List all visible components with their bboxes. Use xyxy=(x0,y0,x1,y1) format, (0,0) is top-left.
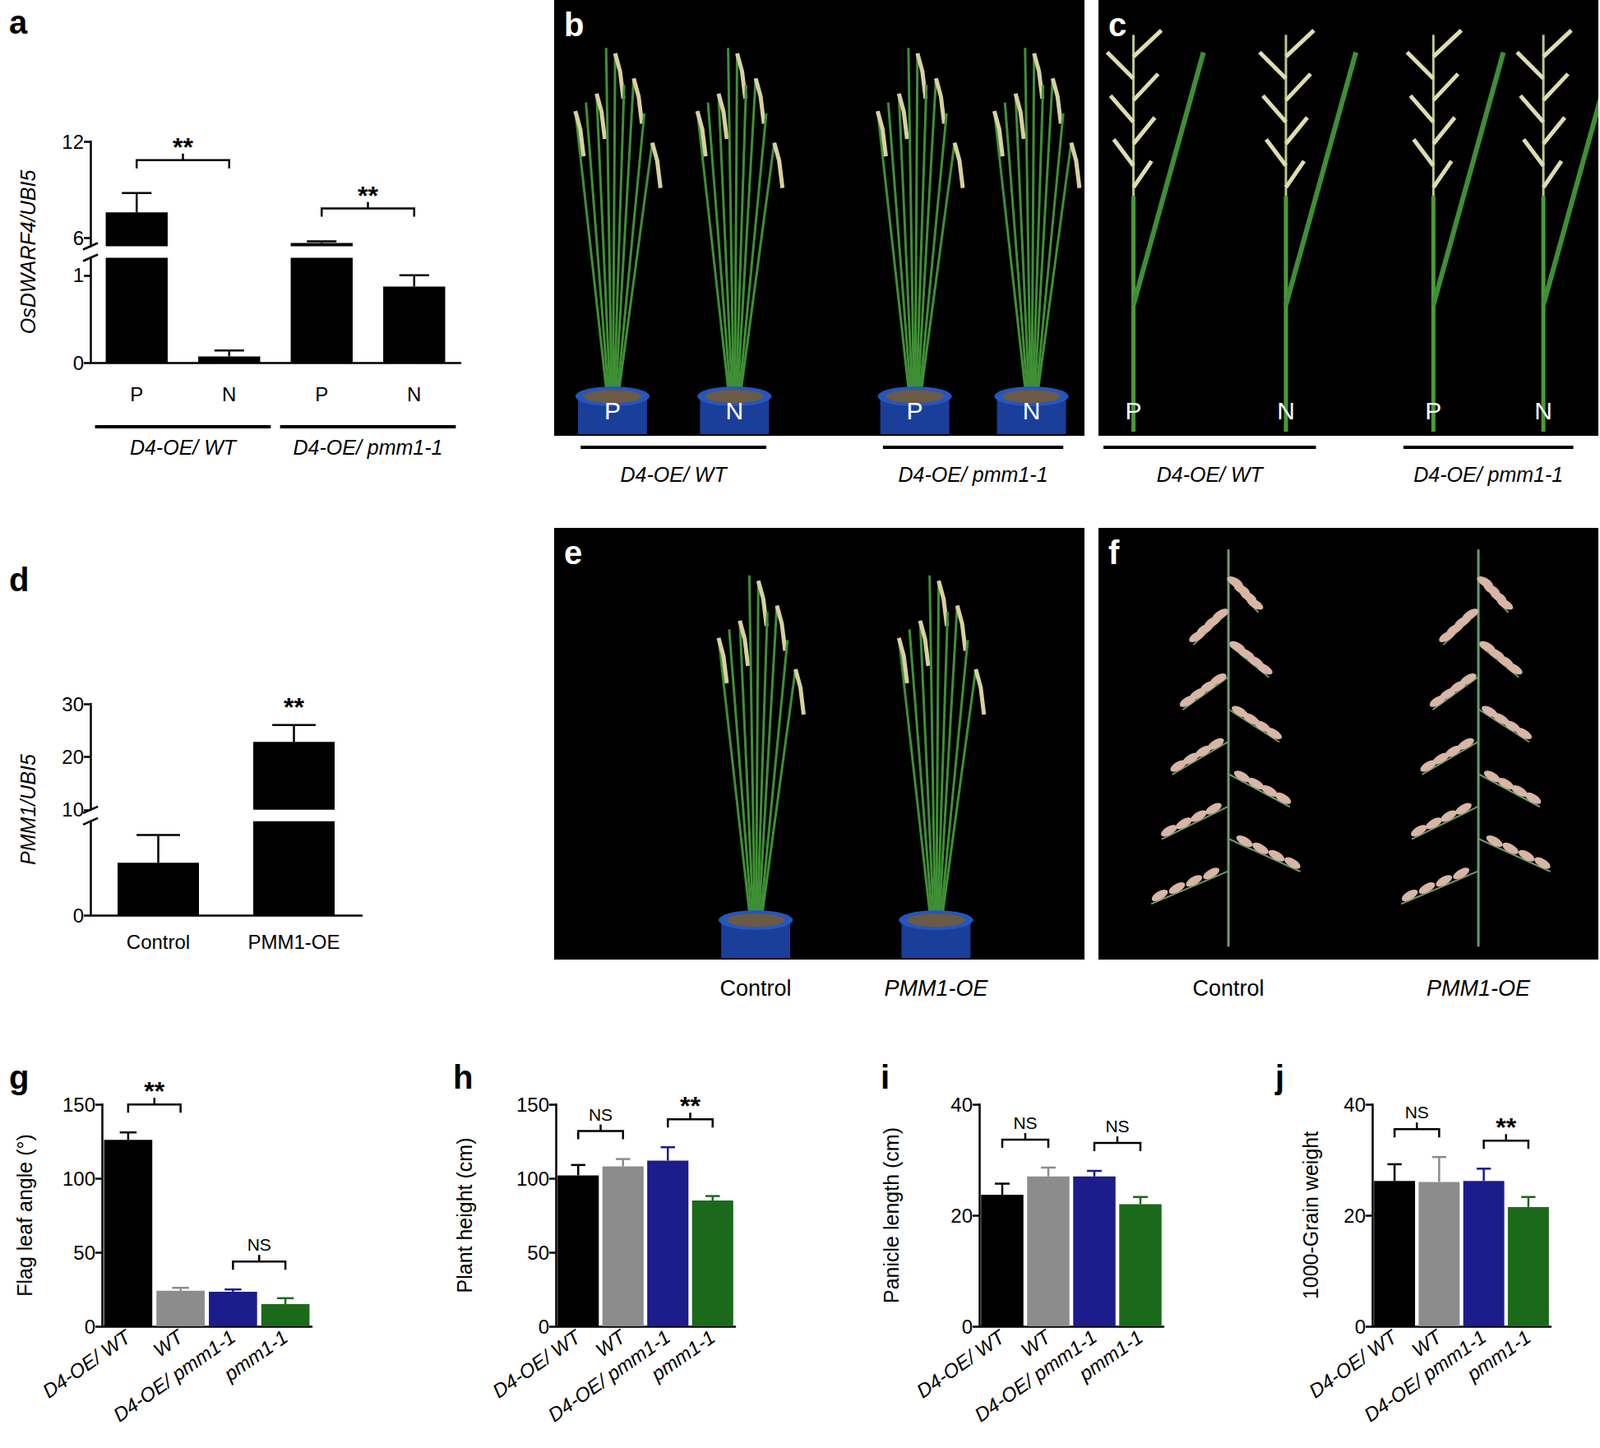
svg-text:Control: Control xyxy=(1193,975,1265,1001)
svg-text:12: 12 xyxy=(61,130,84,153)
svg-text:150: 150 xyxy=(516,1093,550,1116)
svg-text:pmm1-1: pmm1-1 xyxy=(1073,1325,1147,1386)
svg-text:j: j xyxy=(1274,1058,1285,1096)
svg-text:P: P xyxy=(1424,397,1442,425)
svg-text:D4-OE/ pmm1-1: D4-OE/ pmm1-1 xyxy=(898,462,1049,486)
svg-text:pmm1-1: pmm1-1 xyxy=(646,1325,719,1386)
svg-text:WT: WT xyxy=(1407,1325,1446,1362)
svg-text:N: N xyxy=(406,383,421,406)
svg-text:D4-OE/ WT: D4-OE/ WT xyxy=(912,1325,1009,1403)
svg-text:pmm1-1: pmm1-1 xyxy=(218,1325,292,1386)
svg-text:P: P xyxy=(129,383,144,406)
svg-text:D4-OE/ WT: D4-OE/ WT xyxy=(488,1325,585,1403)
svg-text:Panicle length (cm): Panicle length (cm) xyxy=(879,1127,903,1304)
svg-text:N: N xyxy=(1022,397,1041,425)
svg-text:1: 1 xyxy=(73,263,84,287)
svg-text:20: 20 xyxy=(61,745,84,768)
svg-text:WT: WT xyxy=(1016,1325,1055,1362)
svg-text:D4-OE/ pmm1-1: D4-OE/ pmm1-1 xyxy=(543,1325,675,1426)
svg-text:Flag leaf angle (°): Flag leaf angle (°) xyxy=(13,1133,37,1297)
svg-text:0: 0 xyxy=(1354,1315,1366,1338)
svg-text:0: 0 xyxy=(961,1315,973,1338)
svg-text:d: d xyxy=(9,561,29,598)
svg-text:0: 0 xyxy=(84,1315,96,1338)
svg-text:Control: Control xyxy=(720,975,792,1001)
svg-text:**: ** xyxy=(283,692,305,722)
svg-text:P: P xyxy=(1125,397,1143,425)
svg-text:N: N xyxy=(725,397,744,425)
svg-text:N: N xyxy=(1534,397,1553,425)
svg-text:D4-OE/ pmm1-1: D4-OE/ pmm1-1 xyxy=(1413,462,1564,486)
svg-text:PMM1/UBI5: PMM1/UBI5 xyxy=(16,753,40,865)
svg-text:D4-OE/ pmm1-1: D4-OE/ pmm1-1 xyxy=(1359,1325,1491,1426)
svg-text:WT: WT xyxy=(149,1325,187,1362)
svg-text:a: a xyxy=(9,4,28,41)
svg-text:0: 0 xyxy=(73,351,84,375)
svg-text:pmm1-1: pmm1-1 xyxy=(1461,1325,1535,1386)
svg-text:g: g xyxy=(9,1058,29,1096)
svg-text:D4-OE/ pmm1-1: D4-OE/ pmm1-1 xyxy=(970,1325,1101,1426)
svg-text:50: 50 xyxy=(73,1241,96,1264)
svg-text:20: 20 xyxy=(1343,1204,1366,1227)
svg-text:i: i xyxy=(880,1058,890,1096)
svg-text:**: ** xyxy=(679,1091,701,1121)
svg-text:e: e xyxy=(564,534,583,571)
svg-text:D4-OE/ WT: D4-OE/ WT xyxy=(620,462,729,486)
svg-text:WT: WT xyxy=(591,1325,630,1362)
svg-text:N: N xyxy=(1276,397,1295,425)
svg-text:D4-OE/ pmm1-1: D4-OE/ pmm1-1 xyxy=(109,1325,241,1426)
svg-text:0: 0 xyxy=(73,904,84,927)
svg-text:PMM1-OE: PMM1-OE xyxy=(1426,975,1531,1001)
svg-text:P: P xyxy=(906,397,924,425)
svg-text:N: N xyxy=(221,383,236,406)
svg-text:6: 6 xyxy=(73,226,84,250)
svg-text:30: 30 xyxy=(61,693,84,716)
svg-text:OsDWARF4/UBI5: OsDWARF4/UBI5 xyxy=(16,170,40,335)
svg-text:h: h xyxy=(453,1058,473,1096)
svg-text:D4-OE/ WT: D4-OE/ WT xyxy=(1156,462,1265,486)
svg-text:c: c xyxy=(1108,6,1127,43)
svg-text:PMM1-OE: PMM1-OE xyxy=(883,975,989,1001)
svg-text:0: 0 xyxy=(538,1315,550,1338)
svg-text:100: 100 xyxy=(62,1167,96,1190)
svg-text:D4-OE/ WT: D4-OE/ WT xyxy=(129,435,238,459)
svg-text:**: ** xyxy=(357,180,379,211)
svg-text:40: 40 xyxy=(1343,1093,1366,1116)
svg-text:NS: NS xyxy=(588,1105,613,1124)
svg-text:P: P xyxy=(604,397,621,425)
svg-text:NS: NS xyxy=(1012,1113,1037,1133)
svg-text:40: 40 xyxy=(950,1093,973,1116)
svg-text:100: 100 xyxy=(516,1167,550,1190)
svg-text:Control: Control xyxy=(126,930,190,953)
svg-text:10: 10 xyxy=(61,798,84,821)
svg-text:D4-OE/ WT: D4-OE/ WT xyxy=(38,1324,137,1403)
svg-text:NS: NS xyxy=(247,1234,272,1254)
svg-text:NS: NS xyxy=(1405,1102,1429,1122)
svg-text:PMM1-OE: PMM1-OE xyxy=(247,930,340,953)
svg-text:150: 150 xyxy=(62,1093,96,1116)
svg-text:NS: NS xyxy=(1105,1116,1129,1136)
svg-text:P: P xyxy=(314,383,329,406)
svg-text:b: b xyxy=(564,6,584,43)
svg-text:D4-OE/ pmm1-1: D4-OE/ pmm1-1 xyxy=(293,435,444,459)
svg-text:D4-OE/ WT: D4-OE/ WT xyxy=(1304,1325,1401,1403)
svg-text:f: f xyxy=(1108,534,1120,571)
svg-text:**: ** xyxy=(1495,1112,1517,1143)
svg-text:20: 20 xyxy=(950,1204,973,1227)
svg-text:Plant height (cm): Plant height (cm) xyxy=(453,1137,477,1294)
svg-text:50: 50 xyxy=(527,1241,550,1264)
svg-text:1000-Grain weight: 1000-Grain weight xyxy=(1299,1131,1323,1300)
svg-text:**: ** xyxy=(143,1076,165,1106)
svg-text:**: ** xyxy=(172,132,194,162)
